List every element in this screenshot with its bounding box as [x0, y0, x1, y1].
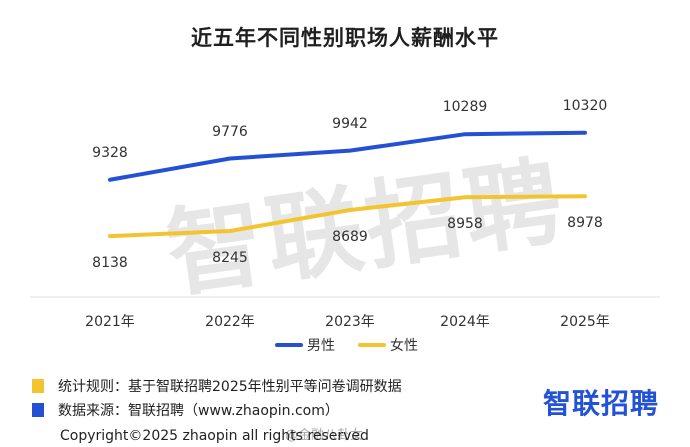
weibo-watermark: @金融八卦女 [285, 428, 364, 443]
x-tick-label-4: 2025年 [560, 314, 610, 330]
note-rule-square [32, 379, 44, 393]
note-rule-text: 统计规则：基于智联招聘2025年性别平等问卷调研数据 [58, 379, 402, 395]
x-tick-label-1: 2022年 [205, 314, 255, 330]
note-rule: 统计规则：基于智联招聘2025年性别平等问卷调研数据 [32, 376, 402, 396]
note-source-text: 数据来源：智联招聘（www.zhaopin.com） [58, 403, 339, 419]
data-label-0-3: 10289 [442, 99, 488, 116]
legend-label-female: 女性 [390, 338, 418, 354]
x-tick-label-0: 2021年 [85, 314, 135, 330]
data-label-0-1: 9776 [212, 123, 248, 140]
series-line-1 [108, 194, 587, 239]
chart-title: 近五年不同性别职场人薪酬水平 [191, 26, 499, 50]
note-source: 数据来源：智联招聘（www.zhaopin.com） [32, 400, 339, 420]
data-label-1-1: 8245 [212, 250, 248, 267]
legend-swatch-female [358, 343, 386, 347]
legend-label-male: 男性 [307, 338, 335, 354]
data-label-0-0: 9328 [92, 144, 128, 161]
legend-item-female: 女性 [358, 335, 418, 355]
data-label-1-4: 8978 [567, 215, 603, 232]
data-label-1-0: 8138 [92, 255, 128, 272]
data-label-0-2: 9942 [332, 115, 368, 132]
data-label-0-4: 10320 [562, 97, 608, 114]
series-line-0 [108, 130, 587, 182]
note-source-square [32, 403, 44, 417]
data-label-1-3: 8958 [447, 216, 483, 233]
legend-item-male: 男性 [275, 335, 335, 355]
x-tick-label-3: 2024年 [440, 314, 490, 330]
brand-logo: 智联招聘 [543, 387, 660, 420]
data-label-1-2: 8689 [332, 228, 368, 245]
x-tick-label-2: 2023年 [325, 314, 375, 330]
legend-swatch-male [275, 343, 303, 347]
copyright-text: Copyright©2025 zhaopin all rights reserv… [60, 428, 369, 444]
